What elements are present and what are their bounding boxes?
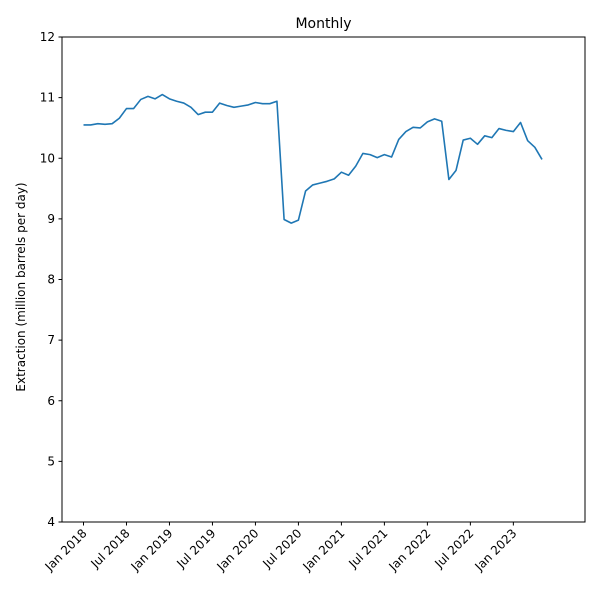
y-tick-label: 8 [47, 273, 55, 287]
y-axis-label: Extraction (million barrels per day) [14, 182, 28, 391]
x-tick-label: Jul 2020 [259, 526, 304, 571]
series-line [83, 93, 543, 224]
x-tick-label: Jul 2022 [431, 526, 476, 571]
x-tick-label: Jul 2018 [87, 526, 132, 571]
plot-frame [61, 36, 586, 523]
y-axis: 4 5 6 7 8 9 10 11 12 [40, 30, 62, 529]
x-tick-label: Jul 2021 [345, 526, 390, 571]
plot-area [83, 93, 543, 224]
x-tick-label: Jan 2019 [128, 526, 176, 574]
x-tick-label: Jul 2019 [173, 526, 218, 571]
y-tick-label: 4 [47, 515, 55, 529]
chart-title: Monthly [295, 16, 351, 32]
x-tick-label: Jan 2020 [214, 526, 262, 574]
x-tick-label: Jan 2018 [42, 526, 90, 574]
y-tick-label: 11 [40, 91, 55, 105]
y-tick-label: 7 [47, 333, 55, 347]
y-tick-label: 6 [47, 394, 55, 408]
y-tick-label: 5 [47, 454, 55, 468]
x-tick-label: Jan 2022 [386, 526, 434, 574]
x-tick-label: Jan 2023 [471, 526, 519, 574]
x-tick-label: Jan 2021 [300, 526, 348, 574]
y-tick-label: 10 [40, 151, 55, 165]
y-tick-label: 12 [40, 30, 55, 44]
y-tick-label: 9 [47, 212, 55, 226]
